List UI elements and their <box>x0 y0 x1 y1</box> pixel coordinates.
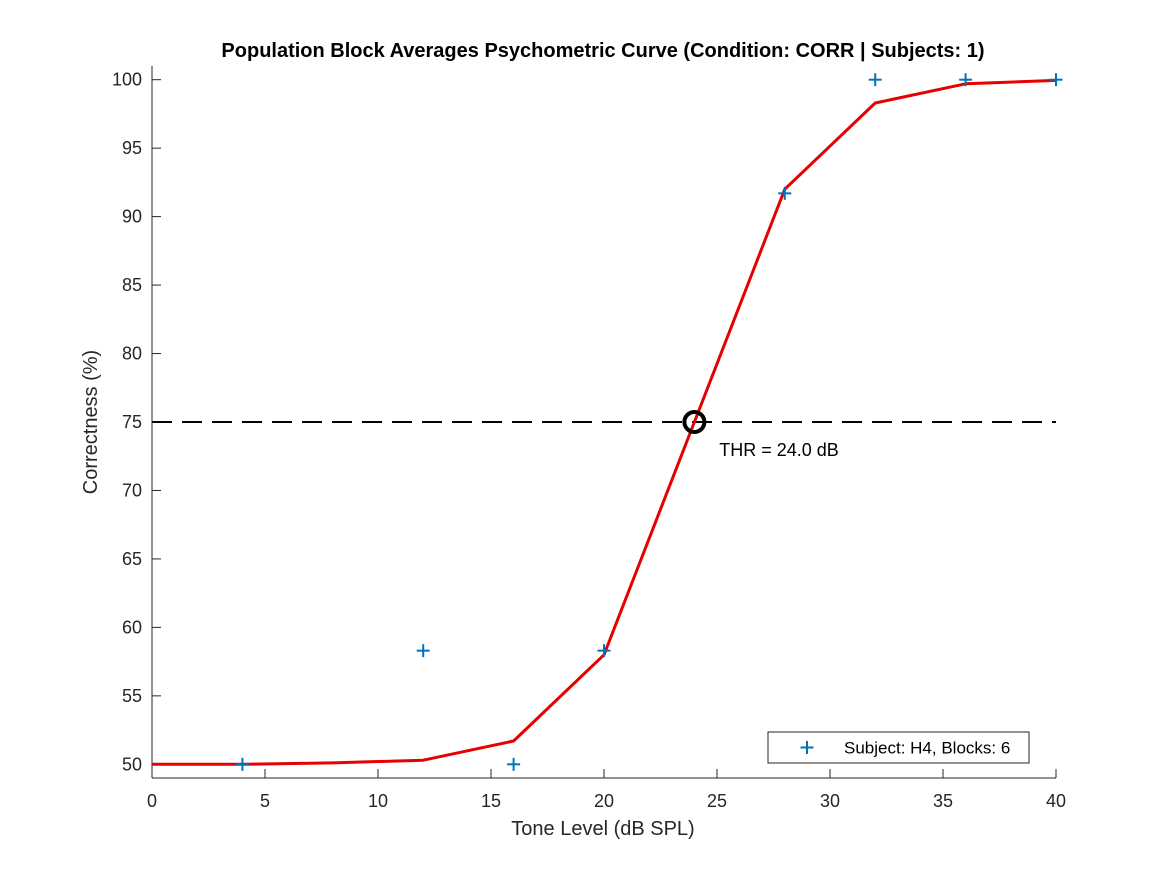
y-tick-label: 70 <box>122 480 142 500</box>
y-tick-label: 95 <box>122 138 142 158</box>
y-axis-label: Correctness (%) <box>80 350 102 494</box>
x-tick-label: 30 <box>820 791 840 811</box>
threshold-annotation: THR = 24.0 dB <box>719 440 839 460</box>
y-tick-label: 65 <box>122 549 142 569</box>
data-point-marker <box>507 757 521 771</box>
x-tick-label: 20 <box>594 791 614 811</box>
data-point-marker <box>235 757 249 771</box>
y-tick-label: 100 <box>112 70 142 90</box>
x-tick-label: 5 <box>260 791 270 811</box>
y-tick-label: 55 <box>122 686 142 706</box>
x-tick-label: 25 <box>707 791 727 811</box>
x-tick-label: 35 <box>933 791 953 811</box>
data-point-marker <box>778 186 792 200</box>
data-point-marker <box>959 73 973 87</box>
data-point-marker <box>868 73 882 87</box>
legend: Subject: H4, Blocks: 6 <box>767 731 1030 764</box>
y-tick-label: 90 <box>122 207 142 227</box>
x-tick-label: 0 <box>147 791 157 811</box>
data-point-marker <box>416 644 430 658</box>
x-tick-label: 15 <box>481 791 501 811</box>
data-point-marker <box>597 644 611 658</box>
series-layer <box>152 73 1063 771</box>
legend-entry-label: Subject: H4, Blocks: 6 <box>844 739 1010 758</box>
axis-ticks: 0 5 10 15 20 25 30 35 40 50 55 60 65 70 75 80 85 90 95 100 <box>112 70 1066 811</box>
y-tick-label: 60 <box>122 617 142 637</box>
x-axis-label: Tone Level (dB SPL) <box>511 818 694 840</box>
threshold-marker <box>682 410 707 434</box>
data-point-marker <box>1049 73 1063 87</box>
annotation-layer: THR = 24.0 dB <box>719 440 839 460</box>
y-tick-label: 75 <box>122 412 142 432</box>
chart-title: Population Block Averages Psychometric C… <box>221 40 984 62</box>
x-tick-label: 10 <box>368 791 388 811</box>
y-tick-label: 50 <box>122 754 142 774</box>
x-tick-label: 40 <box>1046 791 1066 811</box>
y-tick-label: 85 <box>122 275 142 295</box>
y-tick-label: 80 <box>122 344 142 364</box>
